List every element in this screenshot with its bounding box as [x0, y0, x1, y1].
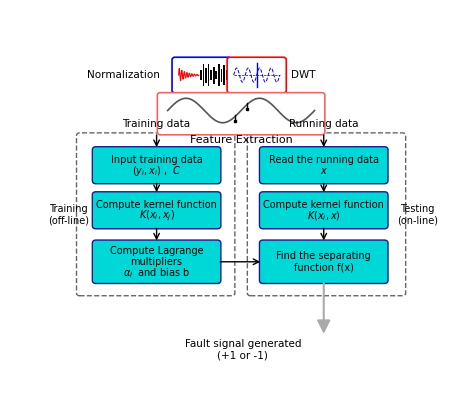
FancyBboxPatch shape — [259, 240, 388, 283]
FancyBboxPatch shape — [92, 147, 221, 184]
Text: $x$: $x$ — [319, 166, 328, 176]
Bar — [200, 70, 202, 80]
Text: DWT: DWT — [292, 70, 316, 80]
Text: Feature Extraction: Feature Extraction — [190, 135, 292, 145]
FancyBboxPatch shape — [259, 147, 388, 184]
Text: $\alpha_i$  and bias b: $\alpha_i$ and bias b — [123, 266, 190, 280]
Text: Input training data: Input training data — [111, 155, 202, 165]
Text: Training data: Training data — [123, 119, 191, 129]
Bar — [215, 71, 217, 79]
Bar — [208, 64, 210, 86]
FancyBboxPatch shape — [259, 192, 388, 229]
Text: Testing
(on-line): Testing (on-line) — [397, 204, 438, 225]
Text: Compute kernel function: Compute kernel function — [96, 200, 217, 210]
Text: Find the separating: Find the separating — [276, 251, 371, 261]
Text: Training
(off-line): Training (off-line) — [48, 204, 89, 225]
Bar — [226, 70, 228, 80]
Text: Compute kernel function: Compute kernel function — [263, 200, 384, 210]
Text: Compute Lagrange: Compute Lagrange — [110, 246, 203, 256]
Bar — [213, 66, 215, 84]
Text: Read the running data: Read the running data — [269, 155, 379, 165]
FancyBboxPatch shape — [157, 93, 325, 135]
Text: multipliers: multipliers — [131, 257, 182, 267]
FancyBboxPatch shape — [172, 57, 231, 93]
Bar — [218, 64, 220, 86]
Bar — [220, 69, 222, 82]
FancyBboxPatch shape — [227, 57, 286, 93]
Bar — [205, 68, 207, 83]
Text: Running data: Running data — [289, 119, 358, 129]
Text: function f(x): function f(x) — [294, 262, 354, 272]
Text: Fault signal generated
(+1 or -1): Fault signal generated (+1 or -1) — [185, 339, 301, 361]
FancyBboxPatch shape — [92, 192, 221, 229]
Text: $K(x_i, x_j)$: $K(x_i, x_j)$ — [138, 209, 174, 223]
Text: $K(x_i, x)$: $K(x_i, x)$ — [307, 209, 341, 222]
Bar — [210, 70, 212, 80]
Bar — [202, 64, 204, 86]
Bar — [223, 66, 225, 85]
Text: Normalization: Normalization — [87, 70, 160, 80]
FancyBboxPatch shape — [92, 240, 221, 283]
Text: $(y_i, x_i)$ ,  $C$: $(y_i, x_i)$ , $C$ — [132, 164, 182, 178]
